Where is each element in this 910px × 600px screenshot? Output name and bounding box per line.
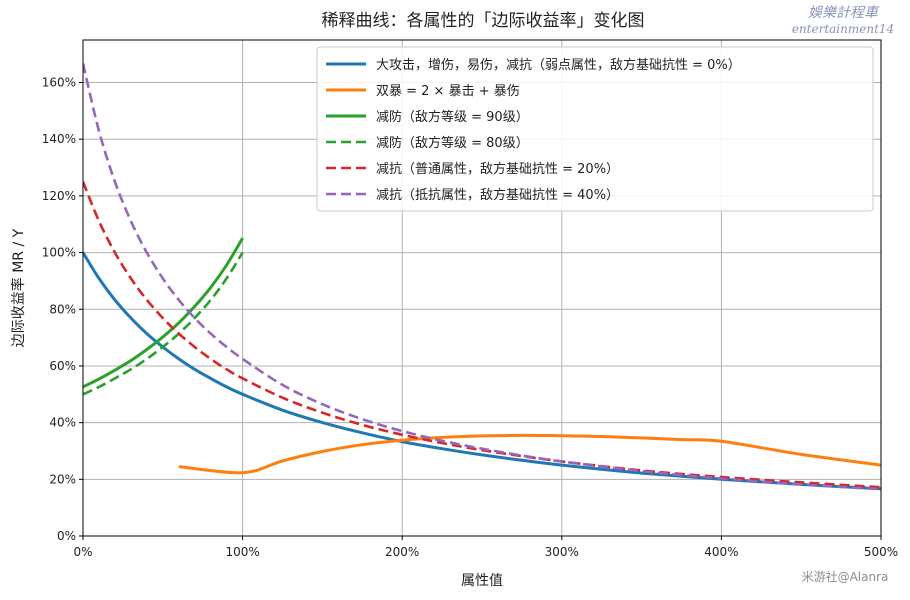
series-line-2 [178,433,881,475]
series-line-4 [83,251,244,396]
y-axis: 0% 20% 40% 60% 80% 100% 120% 140% 160% [42,76,83,543]
legend: 大攻击，增伤，易伤，减抗（弱点属性，敌方基础抗性 = 0%） 双暴 = 2 × 暴… [316,46,874,212]
y-tick-label: 140% [42,132,76,146]
y-tick-label: 0% [57,529,76,543]
y-tick-label: 60% [49,359,76,373]
x-tick-label: 200% [385,545,419,559]
watermark-top-line2: entertainment14 [792,22,894,36]
watermark-top-line1: 娛樂計程車 [808,5,880,21]
y-tick-label: 120% [42,189,76,203]
watermark-top: 娛樂計程車 entertainment14 [792,5,894,36]
x-tick-label: 0% [73,545,92,559]
y-tick-label: 160% [42,76,76,90]
legend-label: 双暴 = 2 × 暴击 + 暴伤 [376,84,520,99]
x-axis-label: 属性值 [461,573,503,589]
x-tick-label: 300% [545,545,579,559]
x-axis: 0% 100% 200% 300% 400% 500% [73,536,898,559]
series-layer [83,63,881,491]
chart-title: 稀释曲线：各属性的「边际收益率」变化图 [322,11,645,31]
legend-box [316,46,874,212]
legend-label: 减防（敌方等级 = 80级） [376,135,529,151]
legend-label: 大攻击，增伤，易伤，减抗（弱点属性，敌方基础抗性 = 0%） [376,57,741,73]
y-tick-label: 100% [42,246,76,260]
series-line-5 [83,181,881,489]
series-line-3 [83,237,244,389]
y-tick-label: 80% [49,302,76,316]
y-tick-label: 20% [49,472,76,486]
legend-label: 减防（敌方等级 = 90级） [376,109,529,125]
x-tick-label: 100% [225,545,259,559]
x-tick-label: 500% [864,545,898,559]
y-tick-label: 40% [49,416,76,430]
series-line-6 [83,63,881,491]
y-axis-label: 边际收益率 MR / Y [10,228,27,347]
legend-label: 减抗（普通属性，敌方基础抗性 = 20%） [376,161,619,177]
watermark-bottom: 米游社@Alanra [802,569,889,584]
legend-label: 减抗（抵抗属性，敌方基础抗性 = 40%） [376,187,619,203]
plot-frame [82,39,882,537]
x-tick-label: 400% [704,545,738,559]
series-line-1 [83,251,881,491]
